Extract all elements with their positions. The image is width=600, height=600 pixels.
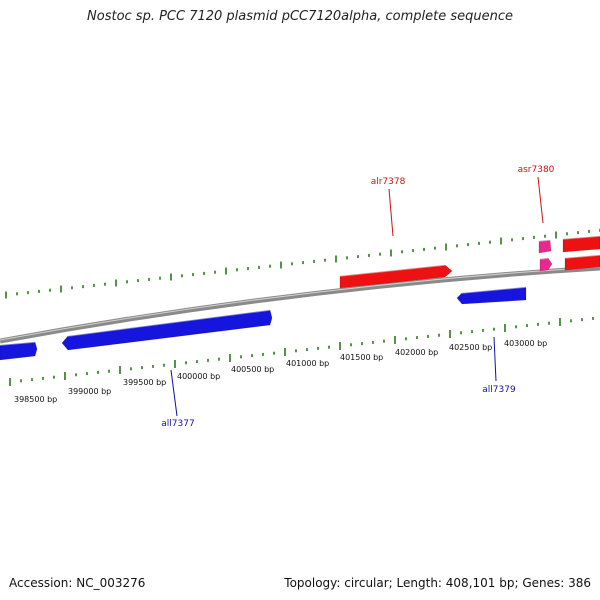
axis-label: 403000 bp (504, 339, 547, 348)
axis-label: 402500 bp (449, 343, 492, 352)
gene-feature-1-shading (0, 341, 36, 346)
axis-label: 400000 bp (177, 372, 220, 381)
axis-label: 401500 bp (340, 353, 383, 362)
gene-label-all7377[interactable]: all7377 (161, 419, 194, 429)
gene-feature-8[interactable] (564, 254, 600, 271)
axis-label: 398500 bp (14, 395, 57, 404)
axis-label: 402000 bp (395, 348, 438, 357)
axis-label: 400500 bp (231, 365, 274, 374)
gene-label-asr7380[interactable]: asr7380 (518, 165, 555, 175)
callout-line-asr7380 (537, 176, 544, 224)
gene-all7377[interactable] (61, 309, 273, 351)
gene-feature-7-shading (539, 257, 549, 260)
axis-label: 401000 bp (286, 359, 329, 368)
gene-feature-7[interactable] (539, 257, 553, 272)
gene-feature-6-shading (562, 235, 600, 240)
axis-labels: 398500 bp 399000 bp 399500 bp 400000 bp 4005… (14, 339, 547, 404)
outer-tick-track (5, 228, 600, 299)
gene-asr7380[interactable] (538, 239, 552, 254)
gene-feature-1[interactable] (0, 341, 38, 361)
gene-all7379[interactable] (456, 286, 527, 305)
callout-line-all7377 (170, 369, 178, 417)
gene-all7377-shading (67, 309, 271, 337)
gene-feature-6[interactable] (562, 235, 600, 253)
gene-asr7380-shading (538, 239, 551, 242)
gene-alr7378[interactable] (339, 264, 453, 289)
callout-line-all7379 (493, 336, 497, 382)
backbone-highlight (0, 266, 600, 341)
callout-line-alr7378 (388, 188, 394, 237)
gene-labels: all7377 alr7378 all7379 asr7380 (161, 165, 554, 429)
gene-label-alr7378[interactable]: alr7378 (371, 177, 406, 187)
gene-track (0, 235, 600, 361)
gene-all7379-shading (461, 286, 527, 294)
accession-text: Accession: NC_003276 (9, 576, 146, 590)
axis-label: 399500 bp (123, 378, 166, 387)
gene-feature-8-shading (564, 254, 600, 259)
inner-tick-track (9, 316, 594, 386)
gene-label-all7379[interactable]: all7379 (482, 385, 516, 395)
axis-label: 399000 bp (68, 387, 111, 396)
plasmid-backbone (0, 265, 600, 344)
topology-summary: Topology: circular; Length: 408,101 bp; … (284, 576, 591, 590)
gene-alr7378-shading (339, 264, 446, 277)
map-title: Nostoc sp. PCC 7120 plasmid pCC7120alpha… (87, 9, 513, 24)
